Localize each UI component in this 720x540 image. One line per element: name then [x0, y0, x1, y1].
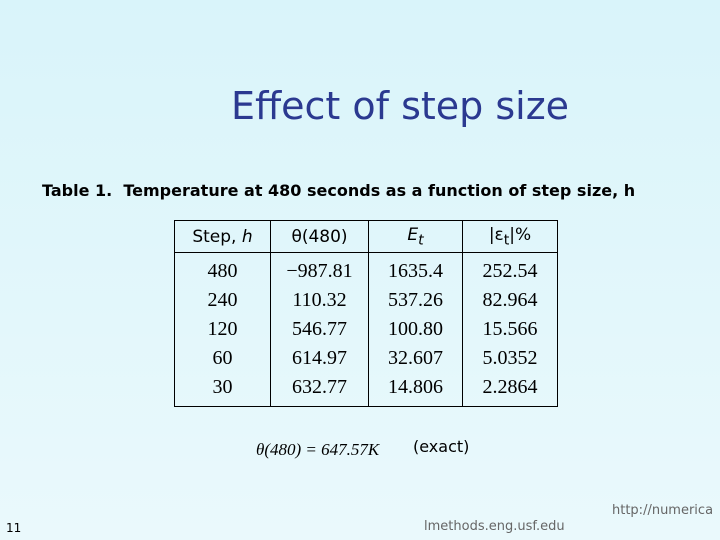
- table-cell: 2.2864: [462, 373, 558, 407]
- table-cell: 240: [174, 286, 271, 315]
- equation-note: (exact): [413, 437, 470, 456]
- header-text: |%: [509, 224, 532, 245]
- table-cell: 632.77: [270, 373, 369, 407]
- slide-title: Effect of step size: [230, 84, 570, 128]
- table-cell: 110.32: [270, 286, 369, 315]
- table-caption: Table 1. Temperature at 480 seconds as a…: [42, 181, 636, 200]
- header-text: t: [418, 232, 424, 249]
- header-row: Step, h θ(480) Et |εt|%: [174, 220, 558, 253]
- table-cell: 32.607: [368, 344, 463, 373]
- table-cell: 1635.4: [368, 252, 463, 286]
- table-cell: 480: [174, 252, 271, 286]
- header-text: E: [407, 224, 419, 245]
- footer-url: lmethods.eng.usf.edu: [424, 519, 565, 534]
- table-row: 30 632.77 14.806 2.2864: [174, 373, 558, 407]
- table-cell: 546.77: [270, 315, 369, 344]
- table-cell: 252.54: [462, 252, 558, 286]
- table-cell: 614.97: [270, 344, 369, 373]
- table-cell: 120: [174, 315, 271, 344]
- table-row: 240 110.32 537.26 82.964: [174, 286, 558, 315]
- header-cell: Step, h: [174, 220, 271, 253]
- table-cell: 30: [174, 373, 271, 407]
- header-cell: Et: [368, 220, 463, 253]
- page-number: 11: [6, 521, 22, 535]
- table-cell: 82.964: [462, 286, 558, 315]
- table-row: 120 546.77 100.80 15.566: [174, 315, 558, 344]
- table-row: 60 614.97 32.607 5.0352: [174, 344, 558, 373]
- header-text: t: [503, 232, 510, 249]
- header-cell: |εt|%: [462, 220, 558, 253]
- equation: θ(480) = 647.57K: [256, 440, 380, 459]
- table-cell: 60: [174, 344, 271, 373]
- header-text: Step,: [192, 226, 242, 247]
- data-table: Step, h θ(480) Et |εt|% 480 −987.81 1635.4…: [174, 220, 558, 407]
- table-cell: −987.81: [270, 252, 369, 286]
- table-cell: 15.566: [462, 315, 558, 344]
- header-text: |ε: [488, 224, 504, 245]
- table-body: 480 −987.81 1635.4 252.54 240 110.32 537.26 82.…: [174, 252, 558, 407]
- table-cell: 100.80: [368, 315, 463, 344]
- table-row: 480 −987.81 1635.4 252.54: [174, 252, 558, 286]
- table-cell: 5.0352: [462, 344, 558, 373]
- header-cell: θ(480): [270, 220, 369, 253]
- header-text: h: [241, 226, 253, 247]
- footer-url: http://numerica: [612, 503, 714, 518]
- table-cell: 14.806: [368, 373, 463, 407]
- table-cell: 537.26: [368, 286, 463, 315]
- header-text: θ(480): [291, 226, 348, 247]
